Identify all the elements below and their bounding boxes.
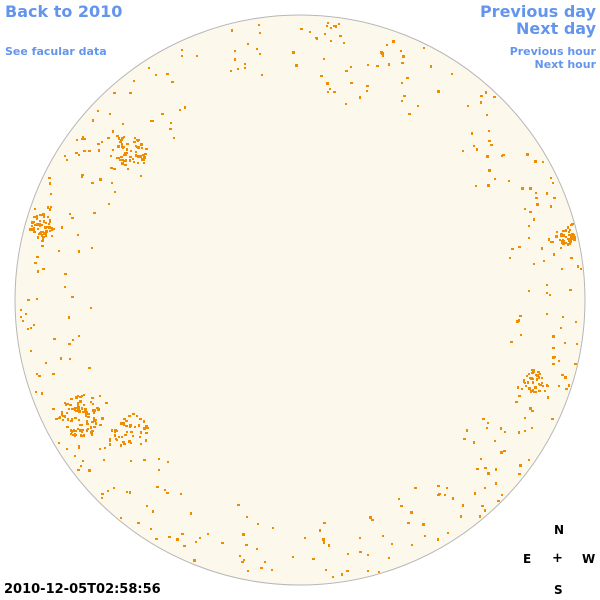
previous-hour-link[interactable]: Previous hour bbox=[509, 45, 596, 58]
compass-north-label: N bbox=[554, 523, 565, 537]
facular-points bbox=[20, 22, 582, 578]
next-day-link[interactable]: Next day bbox=[516, 19, 596, 38]
back-to-year-link[interactable]: Back to 2010 bbox=[5, 2, 123, 21]
compass-south-label: S bbox=[554, 583, 563, 597]
solar-disk bbox=[14, 14, 586, 586]
compass-west-label: W bbox=[582, 552, 596, 566]
see-facular-data-link[interactable]: See facular data bbox=[5, 45, 107, 58]
compass-center-cross: + bbox=[552, 551, 563, 566]
observation-timestamp: 2010-12-05T02:58:56 bbox=[4, 582, 161, 597]
previous-day-link[interactable]: Previous day bbox=[479, 2, 596, 21]
next-hour-link[interactable]: Next hour bbox=[534, 58, 597, 71]
compass-east-label: E bbox=[523, 552, 532, 566]
